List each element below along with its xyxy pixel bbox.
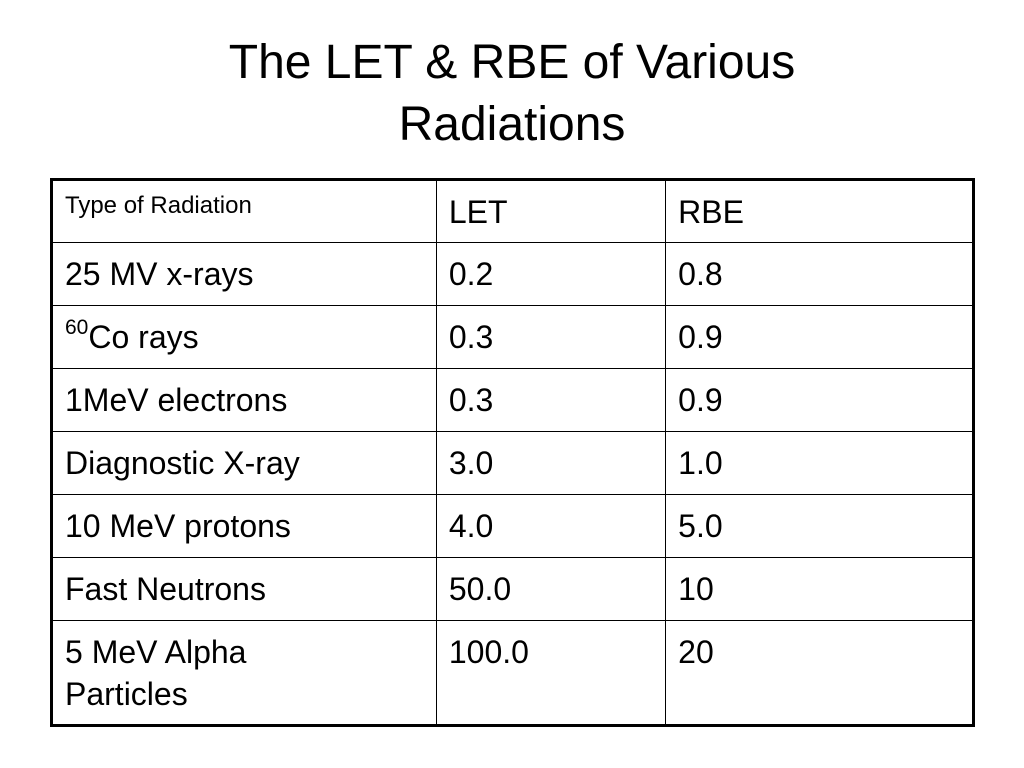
header-rbe: RBE	[665, 179, 974, 243]
cell-radiation-type: 5 MeV Alpha Particles	[51, 620, 437, 726]
cell-rbe: 20	[665, 620, 974, 726]
radiation-type-text: Co rays	[88, 319, 199, 355]
cell-let: 50.0	[435, 557, 667, 621]
cell-radiation-type: Diagnostic X-ray	[51, 431, 437, 495]
cell-let: 0.3	[435, 305, 667, 369]
cell-rbe: 0.9	[665, 305, 974, 369]
cell-rbe: 0.8	[665, 242, 974, 306]
page-title: The LET & RBE of Various Radiations	[0, 32, 1024, 156]
cell-let: 3.0	[435, 431, 667, 495]
table-header-row: Type of Radiation LET RBE	[51, 179, 974, 243]
table-row: Fast Neutrons 50.0 10	[51, 557, 974, 621]
header-let: LET	[435, 179, 667, 243]
isotope-mass-number: 60	[65, 316, 89, 339]
cell-let: 0.3	[435, 368, 667, 432]
cell-let: 100.0	[435, 620, 667, 726]
cell-radiation-type: 1MeV electrons	[51, 368, 437, 432]
title-line-1: The LET & RBE of Various	[228, 36, 796, 89]
header-type-of-radiation: Type of Radiation	[51, 179, 437, 243]
table-row: 10 MeV protons 4.0 5.0	[51, 494, 974, 558]
cell-radiation-type: 10 MeV protons	[51, 494, 437, 558]
radiation-type-line-1: 5 MeV Alpha	[65, 634, 247, 670]
table-row: 60Co rays 0.3 0.9	[51, 305, 974, 369]
cell-rbe: 1.0	[665, 431, 974, 495]
cell-radiation-type: 60Co rays	[51, 305, 437, 369]
radiation-type-line-2: Particles	[65, 676, 188, 712]
cell-let: 4.0	[435, 494, 667, 558]
radiation-table: Type of Radiation LET RBE 25 MV x-rays 0…	[50, 178, 975, 727]
cell-let: 0.2	[435, 242, 667, 306]
cell-rbe: 0.9	[665, 368, 974, 432]
title-line-2: Radiations	[398, 98, 626, 151]
cell-radiation-type: Fast Neutrons	[51, 557, 437, 621]
cell-rbe: 5.0	[665, 494, 974, 558]
table-row: Diagnostic X-ray 3.0 1.0	[51, 431, 974, 495]
table-row: 25 MV x-rays 0.2 0.8	[51, 242, 974, 306]
cell-radiation-type: 25 MV x-rays	[51, 242, 437, 306]
table-row: 1MeV electrons 0.3 0.9	[51, 368, 974, 432]
table-row: 5 MeV Alpha Particles 100.0 20	[51, 620, 974, 726]
cell-rbe: 10	[665, 557, 974, 621]
